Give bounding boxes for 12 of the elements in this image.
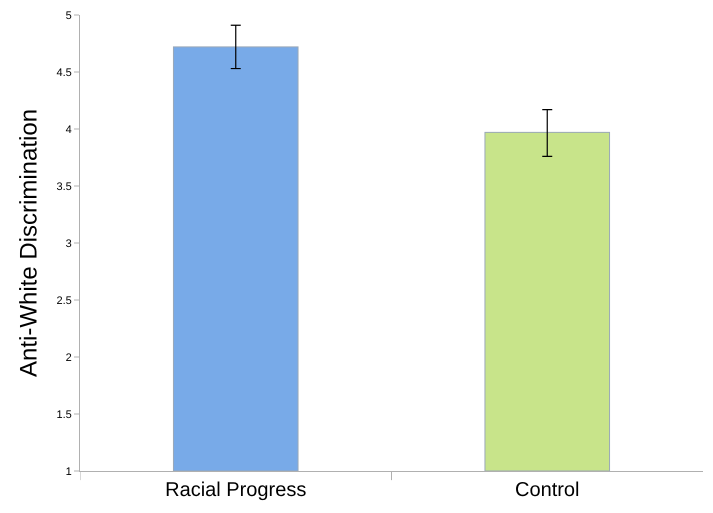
x-tick-label: Control: [515, 479, 580, 501]
y-tick-label: 1: [66, 466, 72, 478]
y-tick-label: 4: [66, 124, 72, 136]
x-tick-label: Racial Progress: [165, 479, 306, 501]
y-tick-label: 3: [66, 238, 72, 250]
y-tick-label: 1.5: [56, 408, 72, 421]
y-tick-label: 3.5: [56, 180, 72, 193]
y-tick-label: 2: [66, 352, 72, 364]
y-tick-label: 2.5: [56, 294, 72, 307]
y-tick-label: 4.5: [56, 66, 72, 79]
y-tick-label: 5: [66, 10, 72, 22]
y-axis-title: Anti-White Discrimination: [16, 108, 43, 378]
